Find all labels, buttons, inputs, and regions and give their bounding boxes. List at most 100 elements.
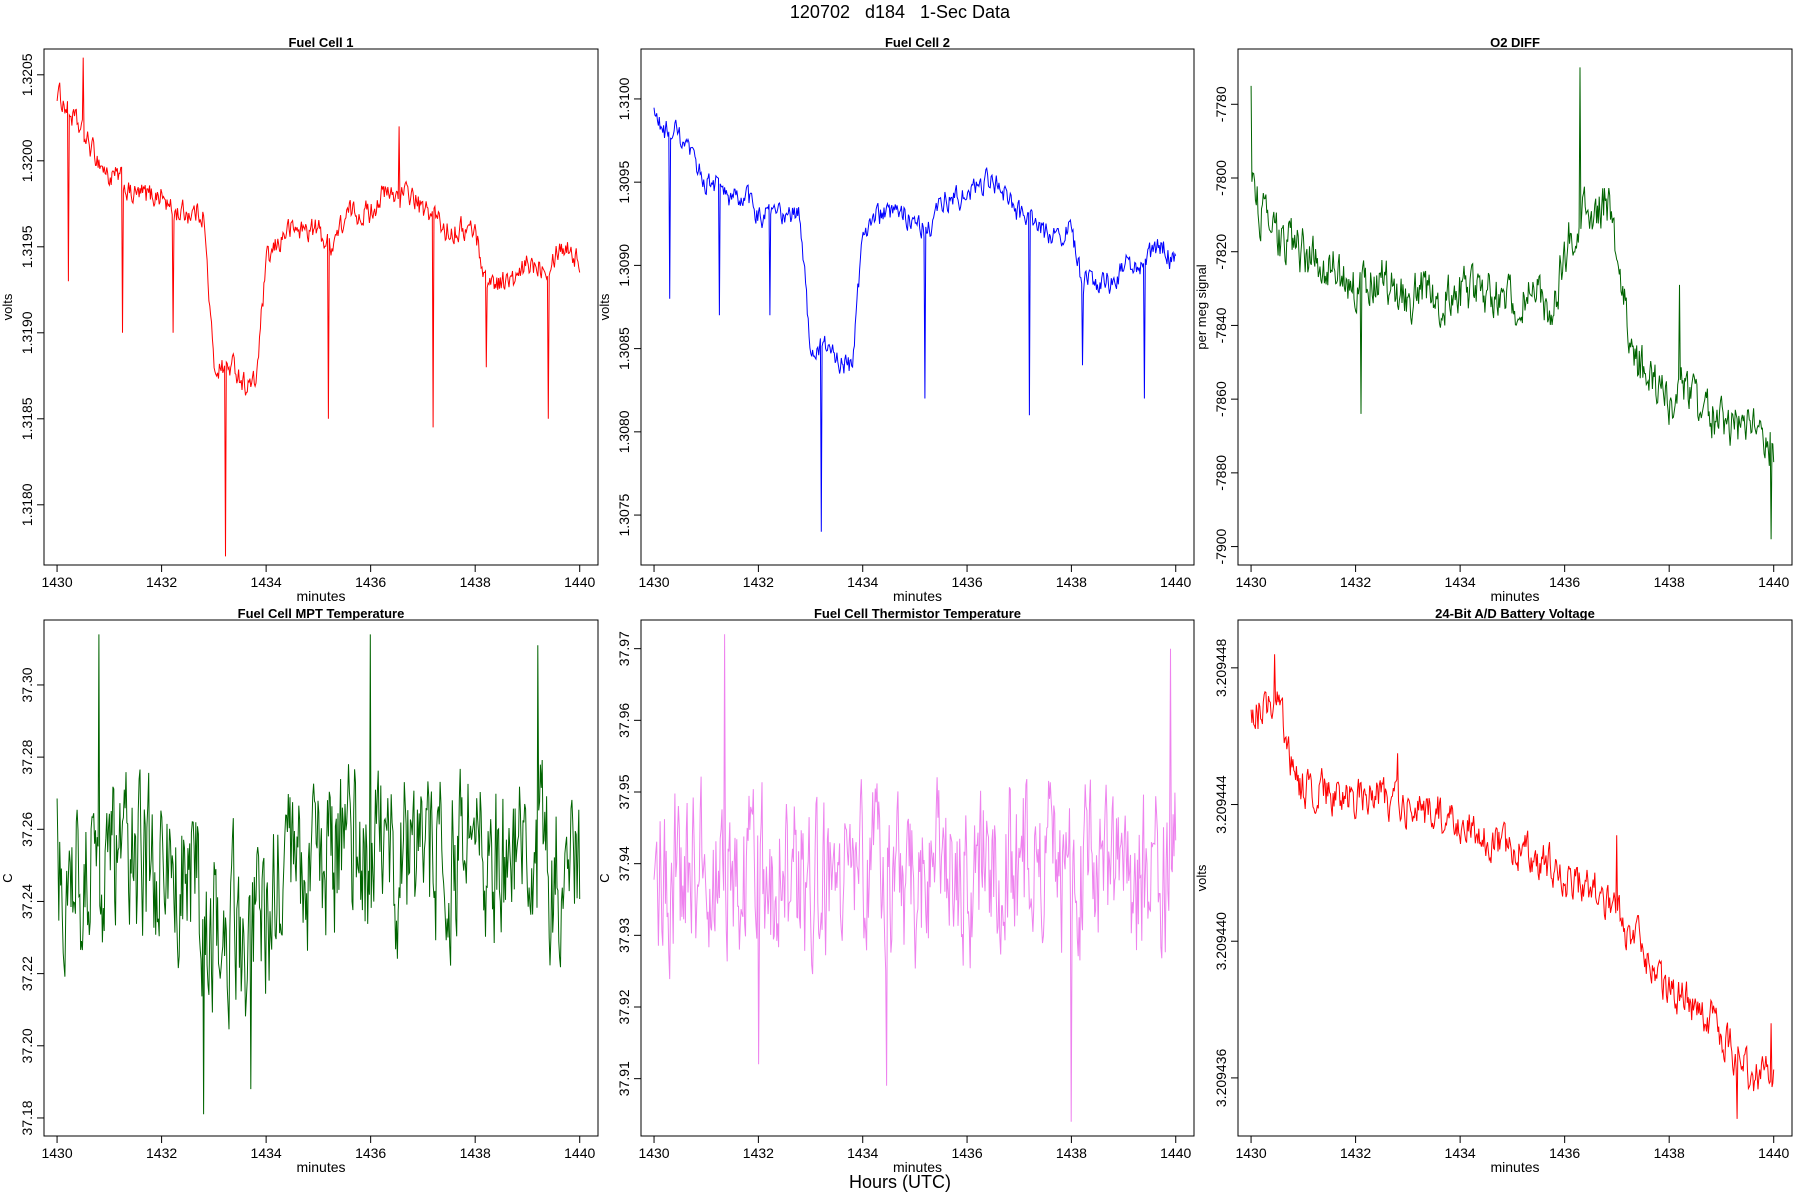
x-axis-label: minutes <box>1490 588 1539 604</box>
x-tick-label: 1438 <box>1654 574 1685 590</box>
x-tick-label: 1432 <box>743 1145 774 1161</box>
x-tick-label: 1432 <box>146 574 177 590</box>
x-tick-label: 1434 <box>251 574 282 590</box>
y-tick-label: 3.209440 <box>1213 912 1229 971</box>
x-tick-label: 1436 <box>355 1145 386 1161</box>
y-tick-label: -7860 <box>1213 381 1229 417</box>
x-tick-label: 1432 <box>146 1145 177 1161</box>
x-axis-label: minutes <box>296 588 345 604</box>
y-tick-label: 37.94 <box>616 846 632 881</box>
x-tick-label: 1440 <box>564 574 595 590</box>
y-tick-label: -7880 <box>1213 455 1229 491</box>
chart-title: O2 DIFF <box>1490 35 1540 50</box>
y-tick-label: 37.24 <box>19 884 35 919</box>
series-line <box>56 57 581 557</box>
y-tick-label: 37.91 <box>616 1061 632 1096</box>
chart-title: 24-Bit A/D Battery Voltage <box>1435 606 1595 621</box>
x-tick-label: 1436 <box>951 574 982 590</box>
x-tick-label: 1432 <box>743 574 774 590</box>
figure-xlabel: Hours (UTC) <box>849 1172 951 1192</box>
x-tick-label: 1434 <box>847 1145 878 1161</box>
x-tick-label: 1436 <box>1549 574 1580 590</box>
y-tick-label: 37.30 <box>19 667 35 702</box>
series-line <box>1250 654 1775 1119</box>
x-tick-label: 1440 <box>1160 574 1191 590</box>
x-tick-label: 1440 <box>1758 574 1789 590</box>
x-tick-label: 1436 <box>1549 1145 1580 1161</box>
chart-title: Fuel Cell Thermistor Temperature <box>814 606 1021 621</box>
y-tick-label: 1.3100 <box>616 77 632 120</box>
x-tick-label: 1438 <box>460 574 491 590</box>
x-axis-label: minutes <box>893 588 942 604</box>
page-title: 120702 d184 1-Sec Data <box>789 2 1011 22</box>
y-tick-label: -7800 <box>1213 160 1229 196</box>
chart-panel-2: Fuel Cell 2 1430 1432 1434 1436 1438 1440 minut… <box>597 35 1195 604</box>
y-tick-label: 1.3180 <box>19 483 35 526</box>
x-axis-label: minutes <box>1490 1159 1539 1175</box>
x-tick-label: 1430 <box>1235 574 1266 590</box>
x-tick-label: 1438 <box>460 1145 491 1161</box>
y-tick-label: 1.3195 <box>19 225 35 268</box>
y-tick-label: 1.3095 <box>616 161 632 204</box>
y-tick-label: 1.3090 <box>616 244 632 287</box>
chart-panel-5: Fuel Cell Thermistor Temperature 1430 1432… <box>597 606 1195 1175</box>
plot-frame <box>1237 619 1793 1137</box>
x-tick-label: 1434 <box>1445 1145 1476 1161</box>
x-tick-label: 1434 <box>251 1145 282 1161</box>
chart-panel-4: Fuel Cell MPT Temperature 1430 1432 1434 143… <box>0 606 599 1175</box>
y-tick-label: 37.95 <box>616 774 632 809</box>
x-tick-label: 1430 <box>638 1145 669 1161</box>
chart-title: Fuel Cell MPT Temperature <box>238 606 405 621</box>
x-axis-label: minutes <box>296 1159 345 1175</box>
series-line <box>653 107 1177 532</box>
x-tick-label: 1440 <box>1160 1145 1191 1161</box>
y-axis-label: volts <box>1194 864 1209 891</box>
y-tick-label: 37.96 <box>616 703 632 738</box>
x-tick-label: 1434 <box>847 574 878 590</box>
series-line <box>653 634 1177 1122</box>
y-tick-label: 3.209436 <box>1213 1049 1229 1108</box>
y-tick-label: -7900 <box>1213 528 1229 564</box>
y-tick-label: 1.3190 <box>19 311 35 354</box>
x-tick-label: 1436 <box>355 574 386 590</box>
y-tick-label: -7780 <box>1213 86 1229 122</box>
x-tick-label: 1430 <box>638 574 669 590</box>
x-tick-label: 1432 <box>1340 1145 1371 1161</box>
y-axis-label: per meg signal <box>1194 264 1209 349</box>
x-tick-label: 1434 <box>1445 574 1476 590</box>
x-tick-label: 1440 <box>1758 1145 1789 1161</box>
y-tick-label: 1.3200 <box>19 139 35 182</box>
y-axis-label: C <box>597 873 612 882</box>
y-tick-label: -7840 <box>1213 307 1229 343</box>
x-tick-label: 1432 <box>1340 574 1371 590</box>
x-tick-label: 1440 <box>564 1145 595 1161</box>
y-tick-label: 1.3185 <box>19 397 35 440</box>
y-tick-label: 37.20 <box>19 1028 35 1063</box>
chart-panel-1: Fuel Cell 1 1430 1432 1434 1436 1438 1440 minut… <box>0 35 599 604</box>
y-axis-label: C <box>0 873 15 882</box>
y-axis-label: volts <box>0 293 15 320</box>
x-tick-label: 1438 <box>1056 574 1087 590</box>
y-tick-label: 37.93 <box>616 918 632 953</box>
y-tick-label: 37.18 <box>19 1100 35 1135</box>
y-tick-label: 3.209444 <box>1213 775 1229 834</box>
plot-frame <box>1237 48 1793 566</box>
chart-panel-6: 24-Bit A/D Battery Voltage 1430 1432 1434 14… <box>1194 606 1793 1175</box>
plot-frame <box>640 48 1195 566</box>
x-tick-label: 1436 <box>951 1145 982 1161</box>
y-tick-label: 37.92 <box>616 989 632 1024</box>
x-tick-label: 1430 <box>1235 1145 1266 1161</box>
chart-panel-3: O2 DIFF 1430 1432 1434 1436 1438 1440 minutes -7… <box>1194 35 1793 604</box>
series-line <box>1250 67 1775 540</box>
x-tick-label: 1430 <box>41 574 72 590</box>
x-tick-label: 1438 <box>1056 1145 1087 1161</box>
series-line <box>56 634 581 1115</box>
y-tick-label: -7820 <box>1213 234 1229 270</box>
x-tick-label: 1430 <box>41 1145 72 1161</box>
chart-title: Fuel Cell 2 <box>885 35 950 50</box>
y-axis-label: volts <box>597 293 612 320</box>
y-tick-label: 1.3075 <box>616 493 632 536</box>
x-tick-label: 1438 <box>1654 1145 1685 1161</box>
y-tick-label: 37.26 <box>19 812 35 847</box>
